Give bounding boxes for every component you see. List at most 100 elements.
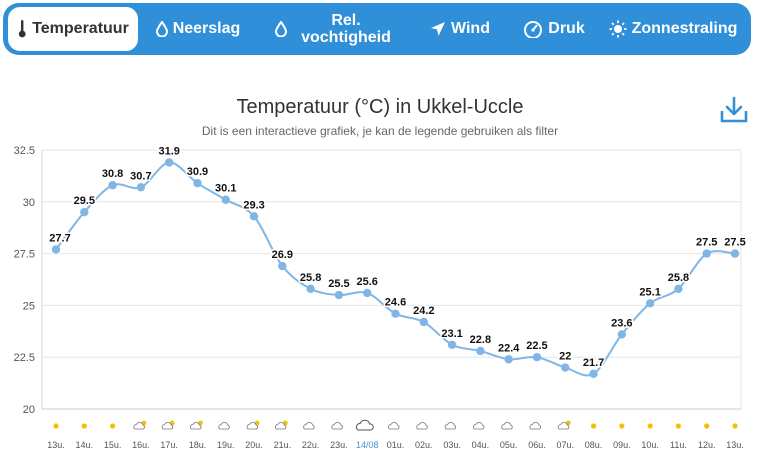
y-tick-label: 27.5	[14, 249, 35, 261]
data-point[interactable]	[278, 261, 287, 271]
data-label: 31.9	[158, 145, 179, 157]
x-tick-label: 01u.	[387, 440, 405, 450]
data-point[interactable]	[702, 249, 711, 258]
x-tick-label: 08u.	[585, 440, 603, 450]
tab-neerslag[interactable]: Neerslag	[140, 3, 256, 55]
data-point[interactable]	[136, 183, 146, 192]
data-label: 25.8	[300, 272, 321, 284]
data-label: 27.5	[696, 237, 717, 249]
data-label: 30.1	[215, 183, 236, 195]
cloud-icon	[472, 422, 485, 430]
x-tick-label: 06u.	[528, 440, 546, 450]
x-tick-label: 19u.	[217, 440, 235, 450]
sun-icon	[81, 423, 87, 429]
tab-druk[interactable]: Druk	[510, 3, 598, 55]
tab-wind[interactable]: Wind	[410, 3, 510, 55]
data-point[interactable]	[306, 284, 315, 294]
data-point[interactable]	[561, 363, 570, 372]
y-tick-label: 22.5	[14, 352, 35, 364]
data-point[interactable]	[249, 212, 259, 221]
data-point[interactable]	[674, 284, 683, 294]
sun-cloud-icon	[190, 420, 203, 430]
data-point[interactable]	[419, 317, 428, 327]
x-tick-label: 16u.	[132, 440, 150, 450]
data-point[interactable]	[645, 299, 655, 308]
data-point[interactable]	[164, 158, 174, 167]
sun-cloud-icon	[161, 420, 175, 430]
temperature-line	[55, 161, 736, 377]
y-tick-label: 32.5	[14, 145, 35, 157]
data-label: 22.5	[526, 340, 547, 352]
data-point[interactable]	[589, 369, 598, 378]
tab-rel-vochtigheid[interactable]: Rel. vochtigheid	[256, 3, 410, 55]
cloud-icon	[356, 419, 374, 431]
sun-icon	[53, 423, 59, 429]
x-tick-label: 09u.	[613, 440, 631, 450]
chart-title: Temperatuur (°C) in Ukkel-Uccle	[236, 96, 524, 118]
x-tick-label: 14u.	[76, 440, 94, 450]
data-label: 25.8	[668, 272, 689, 284]
x-tick-label: 05u.	[500, 440, 518, 450]
data-point[interactable]	[221, 195, 230, 204]
data-point[interactable]	[476, 346, 485, 356]
x-tick-label: 15u.	[104, 440, 122, 450]
data-label: 29.3	[243, 199, 264, 211]
data-point[interactable]	[391, 309, 400, 318]
data-point[interactable]	[447, 340, 457, 349]
cloud-icon	[388, 422, 400, 430]
data-label: 29.5	[74, 195, 95, 207]
sun-cloud-icon	[133, 420, 147, 430]
sun-icon	[704, 423, 710, 429]
droplet-outline-icon	[275, 21, 288, 37]
cloud-icon	[444, 422, 457, 430]
x-tick-label: 10u.	[641, 440, 659, 450]
wind-arrow-icon	[430, 21, 446, 37]
sun-cloud-icon	[246, 420, 260, 430]
y-tick-label: 20	[23, 404, 35, 416]
y-tick-label: 25	[23, 300, 35, 312]
data-point[interactable]	[532, 353, 542, 362]
data-label: 30.8	[102, 168, 123, 180]
data-point[interactable]	[504, 355, 513, 364]
sun-cloud-icon	[274, 420, 288, 430]
x-tick-label: 11u.	[670, 440, 687, 450]
gauge-icon	[523, 20, 543, 38]
tab-temperatuur[interactable]: Temperatuur	[6, 5, 140, 53]
x-tick-label: 04u.	[472, 440, 490, 450]
data-point[interactable]	[617, 330, 627, 339]
y-tick-label: 30	[23, 197, 35, 209]
x-tick-label: 12u.	[698, 440, 716, 450]
x-tick-label: 02u.	[415, 440, 433, 450]
download-icon[interactable]	[719, 96, 749, 124]
data-point[interactable]	[108, 181, 117, 190]
tab-label-line1: Rel.	[331, 12, 361, 29]
tab-bar: Temperatuur Neerslag Rel. vochtigheid Wi…	[3, 3, 751, 55]
data-point[interactable]	[193, 178, 202, 188]
cloud-icon	[303, 422, 315, 430]
data-point[interactable]	[51, 245, 61, 254]
chart-subtitle: Dit is een interactieve grafiek, je kan …	[201, 124, 559, 138]
data-label: 27.5	[724, 237, 745, 249]
x-tick-label: 21u.	[274, 440, 292, 450]
tab-zonnestraling[interactable]: Zonnestraling	[598, 3, 748, 55]
data-label: 23.6	[611, 317, 632, 329]
data-label: 25.5	[328, 278, 349, 290]
x-tick-label: 18u.	[189, 440, 207, 450]
data-label: 25.6	[356, 276, 377, 288]
sun-icon	[609, 20, 627, 38]
sun-cloud-icon	[557, 420, 571, 430]
data-point[interactable]	[334, 290, 344, 300]
data-label: 22	[559, 351, 571, 363]
data-point[interactable]	[363, 288, 372, 298]
data-label: 21.7	[583, 357, 604, 369]
cloud-icon	[501, 422, 513, 430]
data-label: 27.7	[49, 232, 70, 244]
data-point[interactable]	[80, 207, 89, 217]
data-label: 30.7	[130, 170, 151, 182]
data-point[interactable]	[730, 249, 740, 258]
x-tick-label: 23u.	[330, 440, 348, 450]
x-tick-label: 13u.	[47, 440, 65, 450]
x-tick-label: 17u.	[160, 440, 178, 450]
x-tick-label: 20u.	[245, 440, 263, 450]
